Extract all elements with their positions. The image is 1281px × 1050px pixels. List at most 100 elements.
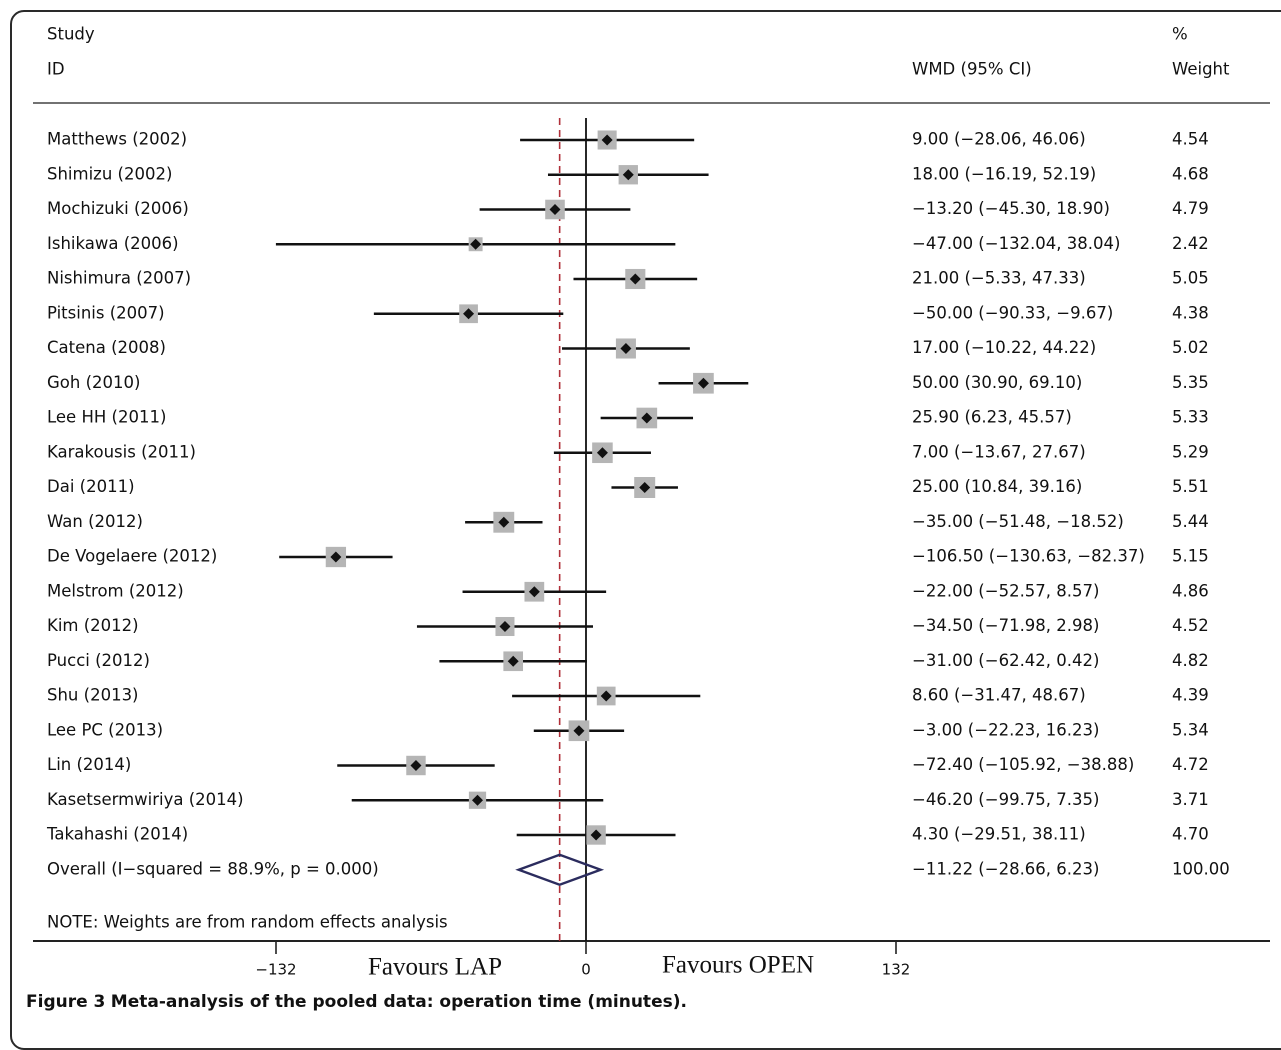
study-ci: −13.20 (−45.30, 18.90) xyxy=(912,199,1110,218)
study-ci: −34.50 (−71.98, 2.98) xyxy=(912,616,1099,635)
study-point-estimate xyxy=(601,134,613,146)
study-label: Karakousis (2011) xyxy=(47,442,196,461)
study-ci: −106.50 (−130.63, −82.37) xyxy=(912,547,1145,566)
study-point-estimate xyxy=(639,482,651,493)
study-ci: 4.30 (−29.51, 38.11) xyxy=(912,825,1086,844)
study-weight: 5.05 xyxy=(1172,269,1209,288)
study-label: Shu (2013) xyxy=(47,686,139,705)
study-point-estimate xyxy=(590,829,602,841)
weights-note: NOTE: Weights are from random effects an… xyxy=(47,913,448,932)
study-ci: −31.00 (−62.42, 0.42) xyxy=(912,651,1099,670)
study-point-estimate xyxy=(498,516,510,528)
study-point-estimate xyxy=(470,238,482,250)
study-weight: 5.02 xyxy=(1172,338,1209,357)
study-weight: 3.71 xyxy=(1172,790,1209,809)
caption-text: Meta-analysis of the pooled data: operat… xyxy=(110,992,687,1012)
study-label: De Vogelaere (2012) xyxy=(47,547,217,566)
study-weight: 4.70 xyxy=(1172,825,1209,844)
study-point-estimate xyxy=(697,377,709,389)
study-label: Catena (2008) xyxy=(47,338,166,357)
study-ci: 21.00 (−5.33, 47.33) xyxy=(912,269,1086,288)
study-weight: 4.39 xyxy=(1172,686,1209,705)
study-label: Nishimura (2007) xyxy=(47,269,191,288)
overall-weight: 100.00 xyxy=(1172,859,1230,878)
study-label: Wan (2012) xyxy=(47,512,143,531)
x-tick-label: −132 xyxy=(255,961,296,979)
study-weight: 5.35 xyxy=(1172,373,1209,392)
study-label: Lin (2014) xyxy=(47,755,131,774)
study-label: Shimizu (2002) xyxy=(47,164,172,183)
study-point-estimate xyxy=(573,725,585,737)
study-point-estimate xyxy=(528,586,540,598)
forest-plot: Study ID WMD (95% CI)% Weight Matthews (2002… xyxy=(33,25,1270,981)
x-tick-label: 132 xyxy=(882,961,911,979)
study-weight: 5.44 xyxy=(1172,512,1209,531)
header-weight: Weight xyxy=(1172,60,1230,79)
study-point-estimate xyxy=(507,655,519,667)
study-label: Kasetsermwiriya (2014) xyxy=(47,790,244,809)
study-weight: 4.52 xyxy=(1172,616,1209,635)
study-ci: 8.60 (−31.47, 48.67) xyxy=(912,686,1086,705)
study-ci: −3.00 (−22.23, 16.23) xyxy=(912,720,1099,739)
study-point-estimate xyxy=(472,794,483,806)
study-point-estimate xyxy=(410,760,422,771)
study-label: Matthews (2002) xyxy=(47,130,187,149)
study-label: Lee HH (2011) xyxy=(47,408,166,427)
study-label: Pucci (2012) xyxy=(47,651,150,670)
study-point-estimate xyxy=(330,551,342,563)
study-point-estimate xyxy=(622,169,634,181)
x-tick-label: 0 xyxy=(581,961,591,979)
overall-diamond xyxy=(515,853,605,887)
study-ci: 18.00 (−16.19, 52.19) xyxy=(912,164,1096,183)
study-weight: 4.82 xyxy=(1172,651,1209,670)
study-ci: −46.20 (−99.75, 7.35) xyxy=(912,790,1099,809)
study-ci: −22.00 (−52.57, 8.57) xyxy=(912,581,1099,600)
study-weight: 5.33 xyxy=(1172,408,1209,427)
study-ci: 17.00 (−10.22, 44.22) xyxy=(912,338,1096,357)
study-weight: 2.42 xyxy=(1172,234,1209,253)
study-weight: 4.54 xyxy=(1172,130,1209,149)
study-point-estimate xyxy=(463,308,475,320)
overall-ci: −11.22 (−28.66, 6.23) xyxy=(912,859,1099,878)
study-ci: 25.00 (10.84, 39.16) xyxy=(912,477,1082,496)
study-label: Lee PC (2013) xyxy=(47,720,163,739)
study-point-estimate xyxy=(596,447,608,459)
study-weight: 5.15 xyxy=(1172,547,1209,566)
study-weight: 4.79 xyxy=(1172,199,1209,218)
study-label: Dai (2011) xyxy=(47,477,135,496)
study-point-estimate xyxy=(629,273,641,285)
header-weight-pct: % xyxy=(1172,25,1188,44)
study-label: Goh (2010) xyxy=(47,373,140,392)
study-point-estimate xyxy=(620,343,632,354)
favours-right-label: Favours OPEN xyxy=(662,952,814,979)
study-weight: 4.68 xyxy=(1172,164,1209,183)
study-weight: 5.34 xyxy=(1172,720,1209,739)
study-label: Melstrom (2012) xyxy=(47,581,184,600)
study-ci: −35.00 (−51.48, −18.52) xyxy=(912,512,1124,531)
study-weight: 5.29 xyxy=(1172,442,1209,461)
figure-caption: Figure 3 Meta-analysis of the pooled dat… xyxy=(26,992,687,1012)
figure-frame xyxy=(10,10,1281,1050)
study-ci: 25.90 (6.23, 45.57) xyxy=(912,408,1072,427)
overall-label: Overall (I−squared = 88.9%, p = 0.000) xyxy=(47,859,379,878)
study-ci: −50.00 (−90.33, −9.67) xyxy=(912,303,1113,322)
header-study: Study xyxy=(47,25,95,44)
study-point-estimate xyxy=(499,621,511,632)
study-label: Mochizuki (2006) xyxy=(47,199,189,218)
study-point-estimate xyxy=(549,204,561,215)
study-label: Ishikawa (2006) xyxy=(47,234,179,253)
header-id: ID xyxy=(47,60,65,79)
study-ci: 9.00 (−28.06, 46.06) xyxy=(912,130,1086,149)
study-label: Takahashi (2014) xyxy=(46,825,188,844)
favours-left-label: Favours LAP xyxy=(368,954,502,981)
study-ci: 50.00 (30.90, 69.10) xyxy=(912,373,1082,392)
study-ci: 7.00 (−13.67, 27.67) xyxy=(912,442,1086,461)
study-weight: 4.72 xyxy=(1172,755,1209,774)
study-weight: 4.86 xyxy=(1172,581,1209,600)
study-ci: −47.00 (−132.04, 38.04) xyxy=(912,234,1120,253)
study-label: Kim (2012) xyxy=(47,616,139,635)
study-point-estimate xyxy=(600,690,612,702)
study-ci: −72.40 (−105.92, −38.88) xyxy=(912,755,1134,774)
study-point-estimate xyxy=(641,412,653,424)
study-weight: 4.38 xyxy=(1172,303,1209,322)
